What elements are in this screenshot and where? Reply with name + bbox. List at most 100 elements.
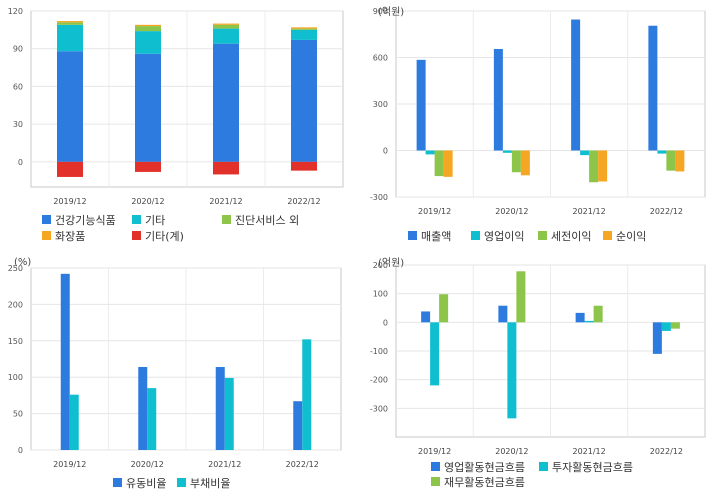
x-tick-label: 2020/12 xyxy=(495,447,528,456)
bar xyxy=(648,25,658,151)
bar xyxy=(213,161,239,175)
x-tick-label: 2021/12 xyxy=(208,460,241,469)
y-tick-label: 0 xyxy=(18,446,23,455)
bar xyxy=(498,305,508,323)
legend-label: 부채비율 xyxy=(190,477,230,490)
legend-label: 매출액 xyxy=(421,230,451,243)
legend-swatch xyxy=(538,231,547,240)
bar xyxy=(593,305,603,323)
bar xyxy=(293,401,303,450)
bar xyxy=(416,59,426,151)
legend-swatch xyxy=(177,478,186,487)
bar xyxy=(443,150,453,177)
bar xyxy=(580,150,590,156)
bar xyxy=(302,339,312,450)
y-tick-label: 120 xyxy=(8,7,23,16)
bar xyxy=(57,22,83,25)
bar xyxy=(213,43,239,162)
bar xyxy=(57,161,83,177)
x-tick-label: 2020/12 xyxy=(131,460,164,469)
bar xyxy=(213,24,239,29)
bar xyxy=(213,23,239,25)
x-tick-label: 2021/12 xyxy=(573,207,606,216)
bar xyxy=(60,273,70,450)
y-tick-label: 0 xyxy=(383,318,388,327)
bar xyxy=(652,322,662,354)
bar xyxy=(434,150,444,177)
y-tick-label: 0 xyxy=(383,147,388,156)
bar xyxy=(135,31,161,54)
x-tick-label: 2022/12 xyxy=(286,460,319,469)
bar xyxy=(57,51,83,162)
y-tick-label: 60 xyxy=(13,82,23,91)
legend-swatch xyxy=(132,215,141,224)
x-tick-label: 2019/12 xyxy=(53,197,86,206)
legend-swatch xyxy=(471,231,480,240)
bar xyxy=(57,24,83,52)
chart-4: -300 -200 -100 0 100 200(억원) 2019/12 2020/12 202… xyxy=(370,257,706,489)
y-tick-label: 200 xyxy=(373,261,388,270)
legend-swatch xyxy=(113,478,122,487)
legend-label: 재무활동현금흐름 xyxy=(444,475,525,489)
bar xyxy=(657,150,667,154)
y-tick-label: 900 xyxy=(373,7,388,16)
legend-label: 기타 xyxy=(145,214,165,227)
y-tick-label: 50 xyxy=(13,410,23,419)
x-tick-label: 2020/12 xyxy=(495,207,528,216)
y-tick-label: 90 xyxy=(13,45,23,54)
chart-3: 0 50 100 150 200 250(%) 2019/12 2020/12 2021/12 2… xyxy=(8,257,342,490)
bar xyxy=(666,150,676,171)
y-tick-label: 600 xyxy=(373,54,388,63)
y-tick-label: 30 xyxy=(13,120,23,129)
bar xyxy=(571,19,581,151)
bar xyxy=(215,367,225,450)
bar xyxy=(430,322,440,386)
bar xyxy=(675,150,685,172)
y-tick-label: -200 xyxy=(370,376,388,385)
y-tick-label: 300 xyxy=(373,100,388,109)
bar xyxy=(135,24,161,27)
legend-label: 영업이익 xyxy=(484,230,524,243)
y-tick-label: 250 xyxy=(8,264,23,273)
bar xyxy=(493,48,503,151)
legend-label: 투자활동현금흐름 xyxy=(552,460,633,474)
bar xyxy=(224,377,234,450)
legend-swatch xyxy=(603,231,612,240)
bar xyxy=(502,150,512,153)
legend-label: 순이익 xyxy=(616,230,646,243)
bar xyxy=(291,29,317,40)
bar xyxy=(69,394,79,450)
legend-label: 유동비율 xyxy=(126,477,166,490)
legend-label: 기타(계) xyxy=(145,230,184,243)
legend-swatch xyxy=(42,231,51,240)
x-tick-label: 2021/12 xyxy=(573,447,606,456)
unit-label: (억원) xyxy=(378,257,404,269)
y-tick-label: 100 xyxy=(8,373,23,382)
legend-label: 세전이익 xyxy=(551,230,591,243)
bar xyxy=(661,322,671,331)
x-tick-label: 2022/12 xyxy=(287,197,320,206)
legend-label: 건강기능식품 xyxy=(55,214,116,227)
x-tick-label: 2019/12 xyxy=(418,447,451,456)
bar xyxy=(135,53,161,162)
y-tick-label: 150 xyxy=(8,337,23,346)
legend-swatch xyxy=(431,477,440,486)
x-tick-label: 2019/12 xyxy=(53,460,86,469)
legend-swatch xyxy=(42,215,51,224)
bar xyxy=(511,150,521,173)
y-tick-label: -100 xyxy=(370,347,388,356)
y-tick-label: -300 xyxy=(370,404,388,413)
bar xyxy=(135,161,161,172)
bar xyxy=(291,28,317,30)
x-tick-label: 2020/12 xyxy=(131,197,164,206)
bar xyxy=(147,388,157,450)
bar xyxy=(57,21,83,23)
unit-label: (억원) xyxy=(378,6,404,18)
chart-2: -300 0 300 600 900(억원) 2019/12 2020/12 2021/12 2… xyxy=(370,6,706,243)
x-tick-label: 2022/12 xyxy=(650,447,683,456)
x-tick-label: 2022/12 xyxy=(650,207,683,216)
x-tick-label: 2019/12 xyxy=(418,207,451,216)
y-tick-label: -300 xyxy=(370,193,388,202)
bar xyxy=(584,320,594,323)
